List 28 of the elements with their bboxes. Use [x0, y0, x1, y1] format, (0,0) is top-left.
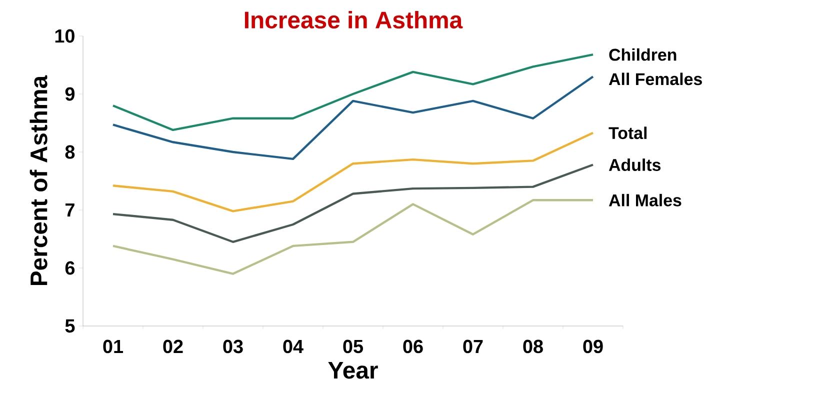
series-label: Adults	[608, 158, 661, 171]
x-tick-label: 06	[403, 340, 423, 354]
y-tick-label: 9	[65, 87, 75, 101]
x-tick-label: 07	[463, 340, 483, 354]
x-axis-title: Year	[328, 362, 378, 379]
x-tick-label: 04	[283, 340, 304, 354]
y-tick-label: 7	[66, 203, 74, 217]
y-tick-label: 8	[65, 145, 75, 159]
x-tick-label: 05	[343, 340, 364, 354]
x-tick-label: 03	[223, 340, 243, 354]
y-axis-title: Percent of Asthma	[30, 75, 48, 286]
x-tick-label: 01	[103, 340, 124, 354]
x-tick-label: 08	[523, 340, 543, 354]
line-series	[112, 53, 594, 132]
x-tick-label: 09	[583, 340, 603, 354]
y-tick-label: 10	[55, 29, 74, 43]
chart-title: Increase in Asthma	[244, 10, 463, 29]
series-label: All Females	[608, 72, 702, 86]
x-tick-label: 02	[163, 340, 183, 354]
series-label: All Males	[608, 194, 682, 206]
line-series	[112, 199, 594, 275]
series-label: Total	[608, 126, 647, 140]
line-series	[112, 76, 594, 160]
y-tick-label: 6	[65, 261, 75, 275]
y-tick-label: 5	[65, 319, 75, 333]
series-label: Children	[609, 48, 676, 61]
line-series	[112, 132, 594, 212]
line-series	[112, 164, 594, 243]
